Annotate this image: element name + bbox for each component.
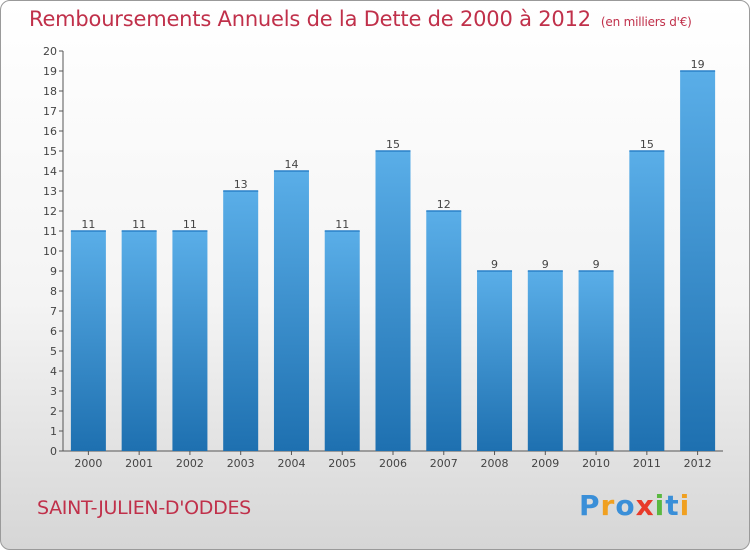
bar bbox=[477, 271, 513, 451]
x-tick-label: 2010 bbox=[582, 457, 610, 470]
y-tick-label: 17 bbox=[43, 105, 57, 118]
chart-subtitle: (en milliers d'€) bbox=[600, 15, 692, 29]
x-tick-label: 2005 bbox=[328, 457, 356, 470]
x-tick-label: 2008 bbox=[481, 457, 509, 470]
bar bbox=[375, 151, 411, 451]
bar-value-label: 9 bbox=[542, 258, 549, 271]
y-tick-label: 11 bbox=[43, 225, 57, 238]
logo-letter: o bbox=[615, 489, 636, 522]
bar bbox=[70, 231, 106, 451]
x-tick-label: 2004 bbox=[277, 457, 305, 470]
y-tick-label: 4 bbox=[50, 365, 57, 378]
logo-letter: x bbox=[635, 489, 655, 522]
bar-value-label: 15 bbox=[386, 138, 400, 151]
x-tick-label: 2011 bbox=[633, 457, 661, 470]
bar-value-label: 19 bbox=[691, 58, 705, 71]
logo-letter: i bbox=[679, 489, 691, 522]
bar bbox=[172, 231, 208, 451]
bar bbox=[223, 191, 259, 451]
x-tick-label: 2012 bbox=[684, 457, 712, 470]
y-tick-label: 2 bbox=[50, 405, 57, 418]
chart-title: Remboursements Annuels de la Dette de 20… bbox=[29, 7, 692, 31]
y-tick-label: 10 bbox=[43, 245, 57, 258]
y-tick-label: 16 bbox=[43, 125, 57, 138]
bar-value-label: 14 bbox=[284, 158, 298, 171]
x-tick-label: 2002 bbox=[176, 457, 204, 470]
bar-value-label: 11 bbox=[81, 218, 95, 231]
bar-value-label: 13 bbox=[234, 178, 248, 191]
bar bbox=[578, 271, 614, 451]
x-tick-label: 2000 bbox=[74, 457, 102, 470]
proxiti-logo: Proxiti bbox=[579, 489, 690, 522]
y-tick-label: 0 bbox=[50, 445, 57, 458]
y-tick-label: 13 bbox=[43, 185, 57, 198]
x-tick-label: 2009 bbox=[531, 457, 559, 470]
bar bbox=[680, 71, 716, 451]
bar-value-label: 9 bbox=[491, 258, 498, 271]
y-tick-label: 12 bbox=[43, 205, 57, 218]
x-tick-label: 2006 bbox=[379, 457, 407, 470]
logo-letter: r bbox=[600, 489, 616, 522]
y-tick-label: 9 bbox=[50, 265, 57, 278]
y-tick-label: 14 bbox=[43, 165, 57, 178]
bar bbox=[121, 231, 157, 451]
bar bbox=[324, 231, 360, 451]
bar bbox=[426, 211, 462, 451]
bar bbox=[273, 171, 309, 451]
y-tick-label: 19 bbox=[43, 65, 57, 78]
y-tick-label: 5 bbox=[50, 345, 57, 358]
y-tick-label: 3 bbox=[50, 385, 57, 398]
bar-value-label: 15 bbox=[640, 138, 654, 151]
y-tick-label: 6 bbox=[50, 325, 57, 338]
logo-letter: t bbox=[665, 489, 680, 522]
y-tick-label: 18 bbox=[43, 85, 57, 98]
logo-letter: i bbox=[654, 489, 666, 522]
x-tick-label: 2007 bbox=[430, 457, 458, 470]
y-tick-label: 15 bbox=[43, 145, 57, 158]
commune-name: SAINT-JULIEN-D'ODDES bbox=[37, 497, 251, 519]
y-tick-label: 1 bbox=[50, 425, 57, 438]
y-tick-label: 7 bbox=[50, 305, 57, 318]
x-tick-label: 2001 bbox=[125, 457, 153, 470]
y-tick-label: 20 bbox=[43, 45, 57, 58]
bar-value-label: 11 bbox=[132, 218, 146, 231]
bar bbox=[527, 271, 563, 451]
bar bbox=[629, 151, 665, 451]
logo-letter: P bbox=[579, 489, 601, 522]
bar-value-label: 12 bbox=[437, 198, 451, 211]
bar-value-label: 11 bbox=[335, 218, 349, 231]
chart-title-text: Remboursements Annuels de la Dette de 20… bbox=[29, 7, 591, 31]
bar-value-label: 11 bbox=[183, 218, 197, 231]
x-tick-label: 2003 bbox=[227, 457, 255, 470]
bar-value-label: 9 bbox=[593, 258, 600, 271]
y-tick-label: 8 bbox=[50, 285, 57, 298]
